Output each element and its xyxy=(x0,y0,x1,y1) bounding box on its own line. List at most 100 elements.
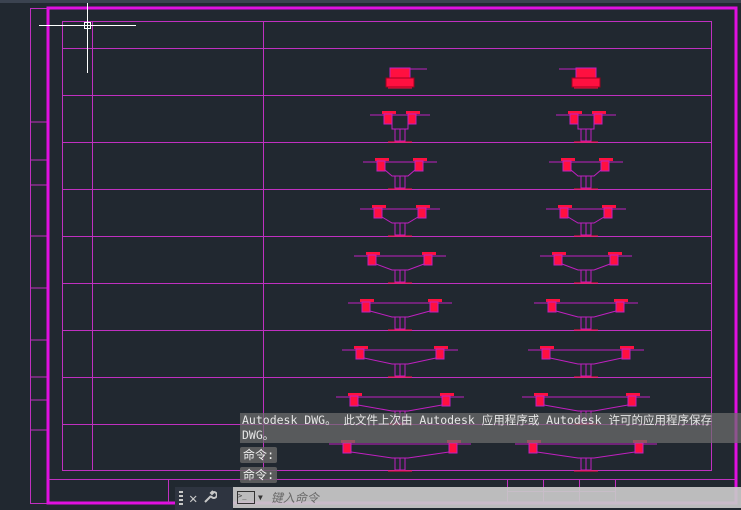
section-mark xyxy=(575,67,597,79)
command-prompt: 命令: xyxy=(240,467,278,483)
section-mark xyxy=(357,404,443,412)
section-mark xyxy=(406,111,420,114)
section-mark xyxy=(389,67,411,79)
history-line: Autodesk DWG。 此文件上次由 Autodesk 应用程序或 Auto… xyxy=(242,413,712,427)
section-mark xyxy=(360,299,374,302)
section-mark xyxy=(634,442,644,454)
section-mark xyxy=(384,169,416,177)
bridge-cross-section xyxy=(348,299,452,331)
section-mark xyxy=(536,451,636,459)
section-mark xyxy=(383,113,393,125)
section-mark xyxy=(372,205,386,208)
section-mark xyxy=(593,113,603,125)
section-mark xyxy=(626,393,640,396)
section-mark xyxy=(381,216,419,224)
section-mark xyxy=(553,254,563,266)
bridge-cross-section xyxy=(329,440,471,472)
section-mark xyxy=(603,207,613,219)
chevron-down-icon[interactable]: ▼ xyxy=(258,493,263,502)
section-mark xyxy=(373,207,383,219)
section-mark xyxy=(382,111,396,114)
section-mark xyxy=(602,205,616,208)
section-mark xyxy=(350,451,450,459)
section-mark xyxy=(342,442,352,454)
bridge-cross-section xyxy=(370,111,430,143)
bridge-cross-section xyxy=(336,393,464,425)
section-mark xyxy=(528,442,538,454)
history-line: DWG。 xyxy=(242,428,275,442)
section-mark xyxy=(391,123,409,130)
section-mark xyxy=(441,395,451,407)
section-mark xyxy=(535,395,545,407)
section-mark xyxy=(540,346,554,349)
table-frame xyxy=(62,21,712,471)
bridge-cross-section xyxy=(360,205,440,237)
bridge-cross-section xyxy=(534,299,638,331)
section-mark xyxy=(366,252,380,255)
section-mark xyxy=(348,393,362,396)
command-line-handle[interactable]: ✕ xyxy=(175,487,233,510)
section-mark xyxy=(570,169,602,177)
section-mark xyxy=(385,77,415,88)
section-mark xyxy=(435,348,445,360)
grip-icon[interactable] xyxy=(179,490,183,507)
crosshair-pickbox xyxy=(84,22,91,29)
section-mark xyxy=(546,299,560,302)
section-mark xyxy=(361,301,371,313)
section-mark xyxy=(569,113,579,125)
bridge-cross-section xyxy=(559,67,601,89)
bridge-cross-section xyxy=(515,440,657,472)
section-mark xyxy=(414,160,424,172)
bridge-cross-section xyxy=(354,252,446,284)
section-mark xyxy=(592,111,606,114)
section-mark xyxy=(577,123,595,130)
section-mark xyxy=(349,395,359,407)
section-mark xyxy=(541,348,551,360)
section-mark xyxy=(614,299,628,302)
section-mark xyxy=(609,254,619,266)
command-input-bar[interactable]: >_ ▼ xyxy=(233,487,741,508)
section-mark xyxy=(448,442,458,454)
section-mark xyxy=(367,254,377,266)
section-mark xyxy=(615,301,625,313)
bridge-cross-section xyxy=(528,346,644,378)
section-mark xyxy=(375,158,389,161)
section-mark xyxy=(375,263,425,271)
top-edge-bar xyxy=(0,0,741,3)
bridge-cross-section xyxy=(540,252,632,284)
bridge-cross-section xyxy=(522,393,650,425)
bridge-cross-section xyxy=(546,205,626,237)
bridge-cross-section xyxy=(549,158,623,190)
section-mark xyxy=(559,207,569,219)
section-mark xyxy=(561,158,575,161)
section-mark xyxy=(621,348,631,360)
command-prompt-icon[interactable]: >_ xyxy=(237,491,255,504)
bridge-cross-section xyxy=(385,67,427,89)
section-mark xyxy=(568,111,582,114)
section-mark xyxy=(369,310,431,318)
section-mark xyxy=(363,357,437,365)
section-mark xyxy=(562,160,572,172)
section-mark xyxy=(561,263,611,271)
section-mark xyxy=(543,404,629,412)
section-mark xyxy=(413,158,427,161)
command-prompt: 命令: xyxy=(240,447,278,463)
section-mark xyxy=(620,346,634,349)
wrench-icon[interactable] xyxy=(203,489,219,508)
section-mark xyxy=(600,160,610,172)
command-input[interactable] xyxy=(268,489,673,506)
section-mark xyxy=(422,252,436,255)
section-mark xyxy=(429,301,439,313)
section-mark xyxy=(534,393,548,396)
section-mark xyxy=(355,348,365,360)
section-mark xyxy=(547,301,557,313)
bridge-cross-section xyxy=(363,158,437,190)
section-mark xyxy=(376,160,386,172)
bridge-cross-section xyxy=(556,111,616,143)
close-icon[interactable]: ✕ xyxy=(189,490,198,507)
section-mark xyxy=(416,205,430,208)
section-mark xyxy=(567,216,605,224)
command-history: Autodesk DWG。 此文件上次由 Autodesk 应用程序或 Auto… xyxy=(240,413,741,443)
section-mark xyxy=(428,299,442,302)
